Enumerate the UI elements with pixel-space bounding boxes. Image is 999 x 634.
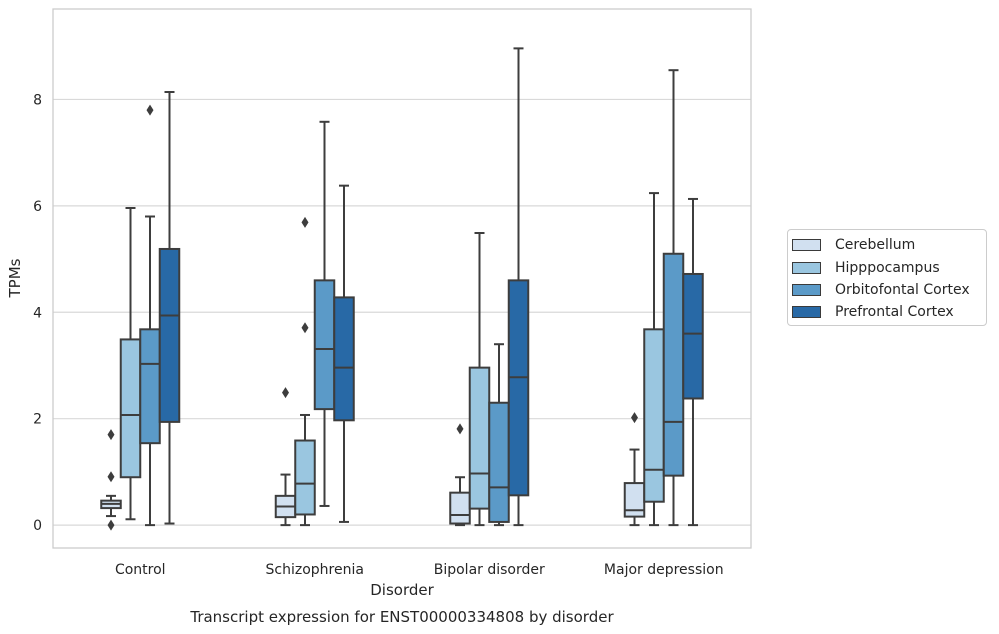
plot-frame xyxy=(52,8,752,549)
box xyxy=(158,247,181,423)
legend-item-cerebellum: Cerebellum xyxy=(792,235,915,255)
legend-label: Orbitofontal Cortex xyxy=(835,282,970,298)
box xyxy=(139,328,161,445)
x-axis-label: Disorder xyxy=(370,581,434,599)
y-tick-label: 0 xyxy=(33,518,42,534)
box xyxy=(662,252,685,477)
y-tick-label: 2 xyxy=(33,412,42,428)
legend-item-hippocampus: Hipppocampus xyxy=(792,258,940,278)
box-plot xyxy=(294,216,316,527)
legend-swatch-orbitofrontal xyxy=(792,284,821,296)
legend-label: Cerebellum xyxy=(835,237,916,253)
legend-label: Hipppocampus xyxy=(835,260,940,276)
box-plot xyxy=(274,387,297,527)
box-plot xyxy=(468,232,491,527)
y-tick-label: 4 xyxy=(33,305,42,321)
box-plot xyxy=(100,429,122,531)
x-tick-label: Control xyxy=(115,562,166,578)
box-plot xyxy=(158,91,181,525)
box-plot xyxy=(119,206,142,521)
outlier-point xyxy=(301,322,309,334)
chart-title: Transcript expression for ENST0000033480… xyxy=(189,608,614,626)
box xyxy=(488,401,510,523)
legend-swatch-cerebellum xyxy=(792,239,821,251)
box-plot xyxy=(313,120,336,507)
box xyxy=(449,491,471,525)
box xyxy=(507,279,530,497)
legend-label: Prefrontal Cortex xyxy=(835,304,954,320)
legend-item-prefrontal: Prefrontal Cortex xyxy=(792,302,954,322)
box xyxy=(643,328,665,503)
box xyxy=(468,366,491,510)
legend-swatch-hippocampus xyxy=(792,262,821,274)
legend-item-orbitofrontal: Orbitofontal Cortex xyxy=(792,280,970,300)
x-tick-label: Major depression xyxy=(604,562,724,578)
box-plot xyxy=(662,69,685,527)
box xyxy=(294,439,316,516)
y-axis-label: TPMs xyxy=(6,258,24,298)
box-plot xyxy=(623,412,646,527)
box-plot xyxy=(643,192,665,527)
box-plot xyxy=(488,343,510,527)
outlier-point xyxy=(631,412,638,424)
outlier-point xyxy=(107,519,115,531)
outlier-point xyxy=(282,387,289,399)
x-tick-label: Schizophrenia xyxy=(266,562,364,578)
outlier-point xyxy=(146,104,154,116)
box xyxy=(313,279,336,411)
box xyxy=(623,482,646,518)
box-plot xyxy=(449,423,471,527)
outlier-point xyxy=(107,429,115,441)
legend-swatch-prefrontal xyxy=(792,306,821,318)
y-tick-label: 6 xyxy=(33,199,42,215)
box xyxy=(119,338,142,479)
x-tick-label: Bipolar disorder xyxy=(434,562,545,578)
outlier-point xyxy=(456,423,464,435)
box xyxy=(682,272,704,400)
box-plot xyxy=(682,197,704,527)
box-plot xyxy=(507,47,530,527)
outlier-point xyxy=(107,471,115,483)
legend: Cerebellum Hipppocampus Orbitofontal Cor… xyxy=(787,229,987,326)
boxes xyxy=(100,47,704,531)
box-plot xyxy=(333,184,355,523)
box xyxy=(333,296,355,422)
outlier-point xyxy=(301,216,309,228)
tick-labels: 0 2 4 6 8 Control Schizophrenia Bipolar disorde… xyxy=(33,92,724,578)
box-plot xyxy=(139,104,161,527)
y-tick-label: 8 xyxy=(33,92,42,108)
